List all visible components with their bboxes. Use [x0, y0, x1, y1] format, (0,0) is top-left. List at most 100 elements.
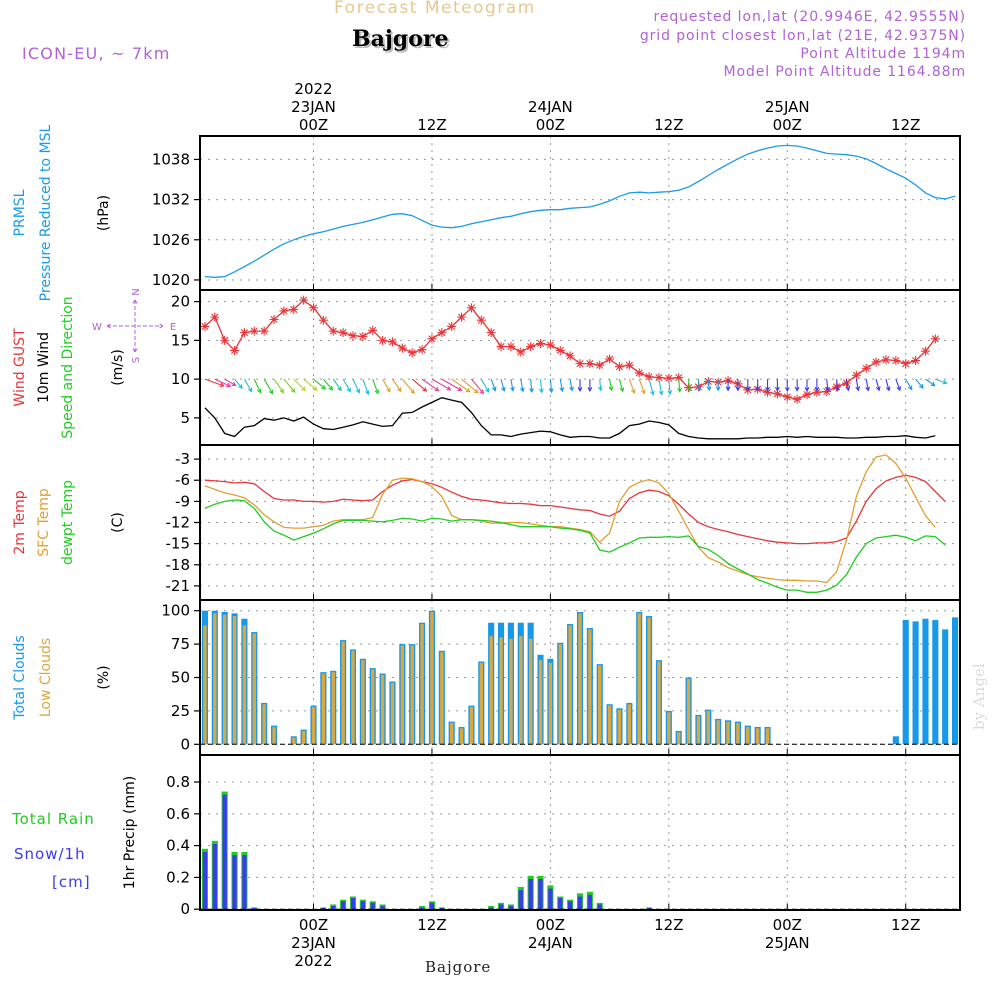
legend-rain: Total Rain [11, 810, 95, 828]
clouds-inner-bar [755, 728, 760, 745]
clouds-inner-bar [706, 710, 710, 745]
y-tick-label: 1032 [152, 191, 190, 209]
gust-marker [624, 360, 634, 370]
clouds-inner-bar [232, 616, 237, 745]
gust-marker [693, 382, 703, 392]
y-tick-label: 100 [161, 602, 190, 620]
gust-marker [299, 295, 309, 305]
precip-inner-bar [587, 894, 593, 910]
top-axis-label: 25JAN [765, 98, 810, 116]
precip-inner-bar [232, 855, 237, 910]
bottom-axis-label: 12Z [417, 916, 446, 934]
bottom-axis-label: 25JAN [765, 934, 810, 952]
wind-arrow [342, 378, 351, 392]
y-tick-label: -3 [175, 450, 190, 468]
gust-marker [684, 383, 694, 393]
wind-arrow [362, 378, 369, 395]
clouds-bar [932, 620, 939, 745]
precip-inner-bar [538, 879, 543, 910]
wind-arrow-head [465, 387, 471, 393]
wind-arrow [599, 379, 602, 391]
gust-marker [763, 387, 773, 397]
y-tick-label: 0.4 [166, 837, 190, 855]
axis-label: (hPa) [96, 195, 112, 231]
gust-marker [565, 351, 575, 361]
gust-marker [654, 373, 664, 383]
precip-inner-bar [360, 901, 365, 910]
clouds-inner-bar [528, 638, 533, 745]
wind-arrow [539, 379, 543, 393]
gust-marker [407, 348, 417, 358]
gust-marker [812, 387, 822, 397]
precip-inner-bar [597, 904, 602, 910]
gust-marker [230, 345, 240, 355]
precip-inner-bar [370, 902, 375, 910]
wind-arrow [865, 379, 869, 391]
gust-marker [358, 332, 368, 341]
clouds-inner-bar [686, 678, 691, 745]
gust-marker [772, 389, 782, 399]
clouds-inner-bar [213, 613, 217, 745]
clouds-bar [942, 629, 949, 745]
clouds-inner-bar [578, 613, 582, 745]
gust-marker [249, 326, 259, 336]
wind-arrow-head [784, 387, 790, 392]
y-tick-label: -6 [175, 471, 190, 489]
gust-marker [822, 387, 832, 397]
wind-arrow [421, 378, 439, 392]
clouds-inner-bar [558, 644, 562, 745]
wind-arrow [322, 378, 333, 391]
wind-arrow [283, 378, 296, 393]
wind-arrow-head [930, 381, 936, 387]
wind-arrow [697, 379, 700, 391]
top-axis-label: 2022 [294, 80, 332, 98]
precip-inner-bar [242, 855, 247, 910]
wind-arrow-head [386, 387, 391, 393]
wind-arrow [490, 378, 496, 391]
compass-e: E [170, 322, 176, 333]
wind-arrow-head [885, 386, 891, 392]
series-10m-wind [204, 397, 936, 440]
wind-arrow-head [865, 386, 871, 392]
panel-temperature: -3 -6 -9 -12 -15 -18 -21 2m Temp SFC Temp dewpt T… [12, 444, 961, 601]
clouds-inner-bar [469, 706, 474, 745]
wind-arrow-head [410, 389, 415, 395]
series-2m-temp [204, 474, 946, 545]
axis-label: 1hr Precip (mm) [122, 776, 138, 889]
clouds-inner-bar [637, 613, 641, 745]
wind-arrow [885, 378, 890, 391]
precip-inner-bar [558, 898, 563, 910]
axis-label: (%) [96, 665, 112, 689]
y-tick-label: 0.2 [166, 868, 190, 886]
axis-label: dewpt Temp [60, 480, 76, 565]
gust-marker [437, 328, 447, 338]
wind-arrow [707, 379, 710, 391]
clouds-inner-bar [301, 730, 306, 745]
wind-arrow-head [696, 386, 702, 392]
bottom-axis-label: 00Z [773, 916, 802, 934]
gust-marker [545, 340, 555, 350]
wind-arrow-head [256, 388, 262, 394]
y-tick-label: 10 [171, 370, 190, 388]
axis-label: PRMSL [12, 189, 28, 236]
series-prmsl [204, 144, 956, 278]
wind-arrow [431, 378, 451, 391]
clouds-inner-bar [459, 728, 464, 745]
wind-arrow-head [686, 386, 692, 392]
gust-marker [457, 312, 467, 322]
gust-marker [387, 337, 397, 347]
top-axis-label: 12Z [891, 116, 920, 134]
clouds-inner-bar [667, 712, 671, 745]
wind-arrow-head [577, 387, 583, 392]
clouds-inner-bar [450, 722, 454, 745]
legend-snow-unit: [cm] [52, 873, 91, 891]
wind-arrow-head [745, 386, 751, 392]
wind-arrow-head [942, 379, 948, 385]
clouds-inner-bar [400, 645, 405, 745]
clouds-inner-bar [252, 633, 256, 745]
clouds-inner-bar [499, 637, 503, 745]
gust-marker [911, 356, 921, 366]
clouds-inner-bar [696, 716, 701, 745]
wind-arrow-head [364, 390, 370, 396]
top-axis-label: 12Z [417, 116, 446, 134]
